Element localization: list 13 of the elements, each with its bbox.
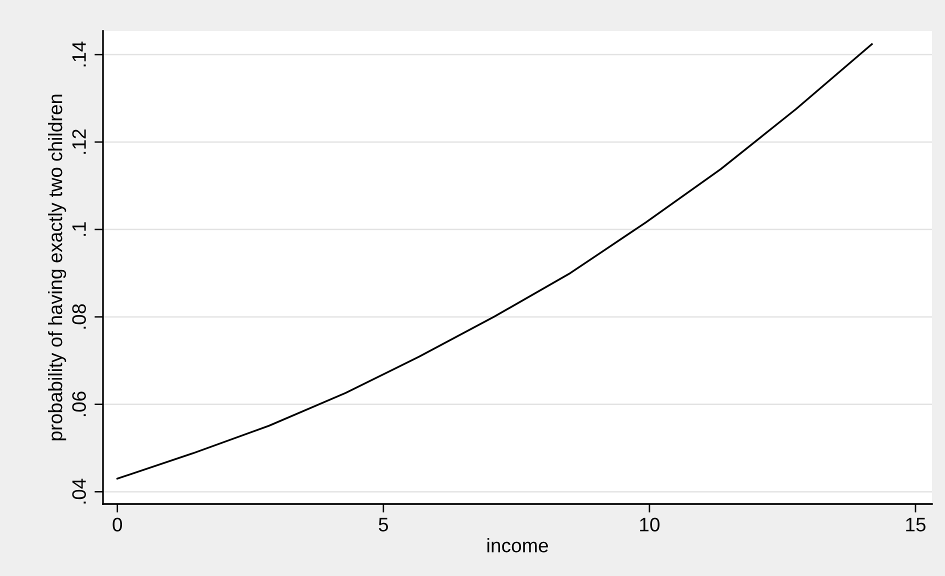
x-axis-title: income [487,538,548,552]
x-tick-label: 5 [378,518,388,532]
y-tick-label: .08 [72,304,86,329]
line-series [116,43,873,480]
x-tick-label: 10 [640,518,660,532]
x-tick-label: 15 [906,518,926,532]
x-tick-label: 0 [112,518,122,532]
y-tick-label: .04 [72,478,86,504]
y-tick-label: .14 [72,42,86,66]
y-axis-title: probability of having exactly two children [48,94,66,440]
y-tick-label: .12 [72,129,86,154]
y-tick-label: .06 [72,392,86,416]
y-tick-label: .1 [72,222,86,236]
